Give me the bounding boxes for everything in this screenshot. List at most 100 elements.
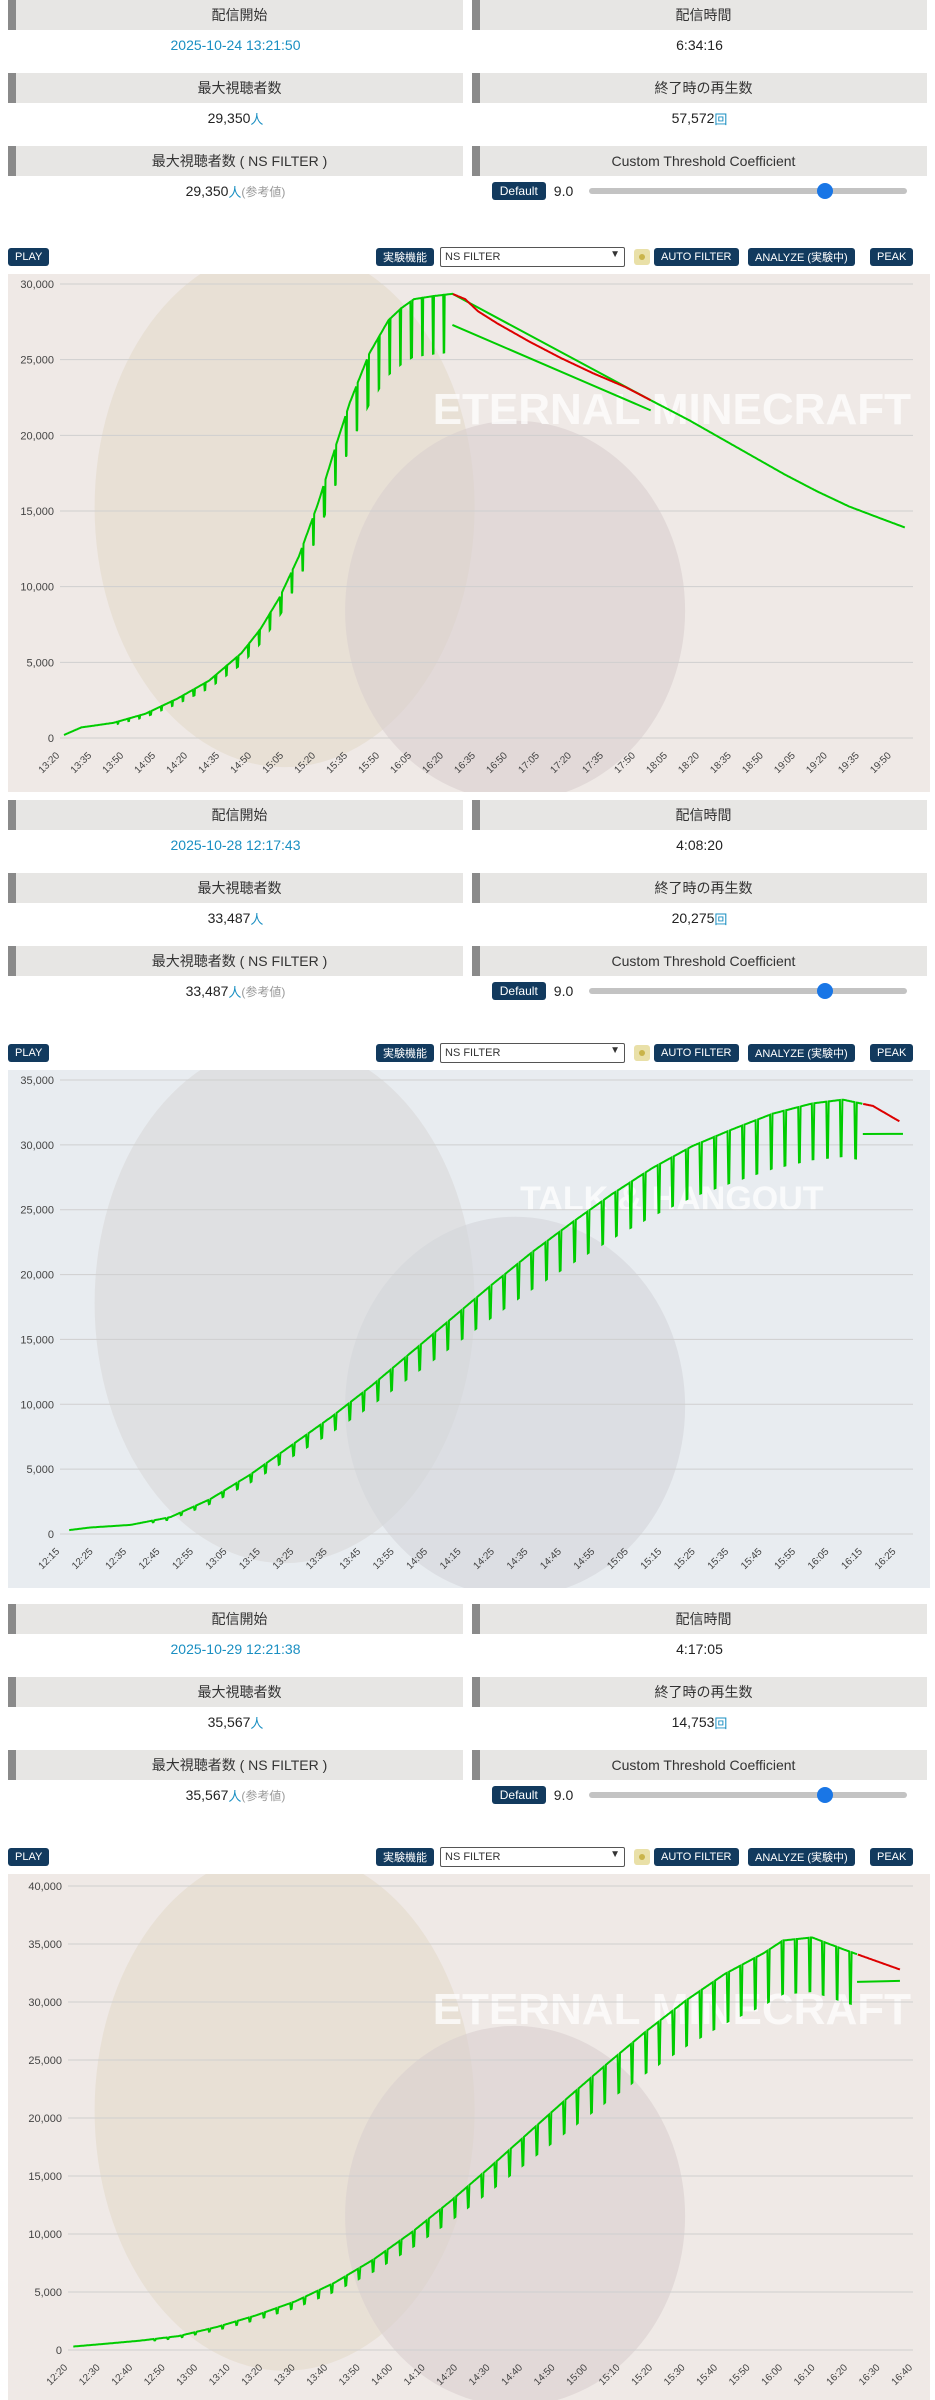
play-button[interactable]: PLAY <box>8 248 50 266</box>
filter-bypass-line <box>452 324 652 412</box>
max-viewers-block: 最大視聴者数 35,567 人 <box>8 1677 463 1737</box>
duration-block: 配信時間 6:34:16 <box>472 0 927 60</box>
slider-thumb[interactable] <box>816 183 833 199</box>
end-views-label: 終了時の再生数 <box>472 873 927 903</box>
peak-button[interactable]: PEAK <box>870 1044 914 1062</box>
coefficient-value: 9.0 <box>553 983 574 999</box>
filter-select[interactable]: NS FILTER ▼ <box>440 247 625 267</box>
y-tick-label: 30,000 <box>20 279 54 291</box>
chevron-down-icon: ▼ <box>610 1849 620 1860</box>
max-viewers-label: 最大視聴者数 <box>8 873 463 903</box>
max-viewers-label: 最大視聴者数 <box>8 73 463 103</box>
slider-thumb[interactable] <box>816 1787 833 1803</box>
toggle-indicator-icon[interactable] <box>634 1849 650 1865</box>
analyze-button[interactable]: ANALYZE (実験中) <box>748 1848 855 1866</box>
start-time-block: 配信開始 2025-10-28 12:17:43 <box>8 800 463 860</box>
y-tick-label: 25,000 <box>20 355 54 367</box>
y-tick-label: 0 <box>56 2345 62 2357</box>
auto-filter-button[interactable]: AUTO FILTER <box>654 1848 739 1866</box>
background-figure <box>345 2025 686 2400</box>
auto-filter-button[interactable]: AUTO FILTER <box>654 1044 739 1062</box>
ns-max-viewers-value: 33,487 人 (参考値) <box>185 983 286 1000</box>
default-button[interactable]: Default <box>491 182 546 200</box>
filter-bypass-line <box>857 1979 900 1983</box>
y-tick-label: 40,000 <box>28 1881 62 1893</box>
auto-filter-button[interactable]: AUTO FILTER <box>654 248 739 266</box>
y-tick-label: 5,000 <box>34 2287 62 2299</box>
toggle-indicator-icon[interactable] <box>634 1045 650 1061</box>
peak-button[interactable]: PEAK <box>870 1848 914 1866</box>
end-views-value: 14,753 回 <box>671 1714 728 1731</box>
start-time-block: 配信開始 2025-10-24 13:21:50 <box>8 0 463 60</box>
end-views-block: 終了時の再生数 57,572 回 <box>472 73 927 133</box>
threshold-block: Custom Threshold Coefficient Default 9.0 <box>472 1750 927 1810</box>
play-button[interactable]: PLAY <box>8 1044 50 1062</box>
start-time-block: 配信開始 2025-10-29 12:21:38 <box>8 1604 463 1664</box>
slider-thumb[interactable] <box>816 983 833 999</box>
y-tick-label: 0 <box>48 1529 54 1541</box>
analyze-button[interactable]: ANALYZE (実験中) <box>748 1044 855 1062</box>
chevron-down-icon: ▼ <box>610 1045 620 1056</box>
y-tick-label: 5,000 <box>26 1464 54 1476</box>
end-views-label: 終了時の再生数 <box>472 1677 927 1707</box>
viewer-chart: ETERNAL MINECRAFT 0 5,000 10,000 15,000 20,00… <box>8 1874 930 2400</box>
viewer-chart: TALK & HANGOUT 0 5,000 10,000 15,000 20,000 25… <box>8 1070 930 1588</box>
end-views-block: 終了時の再生数 14,753 回 <box>472 1677 927 1737</box>
threshold-slider[interactable] <box>589 183 908 199</box>
viewer-line-chart[interactable]: ETERNAL MINECRAFT05,00010,00015,00020,00… <box>8 1874 930 2400</box>
y-tick-label: 15,000 <box>20 1334 54 1346</box>
y-tick-label: 25,000 <box>28 2055 62 2067</box>
max-viewers-value: 29,350 人 <box>207 110 264 127</box>
filtered-series-line <box>857 1953 901 1971</box>
default-button[interactable]: Default <box>491 1786 546 1804</box>
end-views-block: 終了時の再生数 20,275 回 <box>472 873 927 933</box>
threshold-slider[interactable] <box>589 983 908 999</box>
ns-max-viewers-block: 最大視聴者数 ( NS FILTER ) 35,567 人 (参考値) <box>8 1750 463 1810</box>
y-tick-label: 20,000 <box>20 1270 54 1282</box>
start-time-label: 配信開始 <box>8 1604 463 1634</box>
viewer-line-chart[interactable]: TALK & HANGOUT05,00010,00015,00020,00025… <box>8 1070 930 1588</box>
threshold-controls: Default 9.0 <box>472 180 927 202</box>
background-figure <box>345 420 686 792</box>
chart-toolbar: PLAY 実験機能 NS FILTER ▼ AUTO FILTER ANALYZE… <box>0 246 935 268</box>
experimental-label: 実験機能 <box>376 248 434 266</box>
threshold-label: Custom Threshold Coefficient <box>472 1750 927 1780</box>
duration-value: 4:17:05 <box>676 1641 723 1657</box>
y-tick-label: 0 <box>48 733 54 745</box>
duration-block: 配信時間 4:17:05 <box>472 1604 927 1664</box>
max-viewers-value: 33,487 人 <box>207 910 264 927</box>
threshold-controls: Default 9.0 <box>472 1784 927 1806</box>
toggle-indicator-icon[interactable] <box>634 249 650 265</box>
filter-select[interactable]: NS FILTER ▼ <box>440 1043 625 1063</box>
ns-max-viewers-block: 最大視聴者数 ( NS FILTER ) 29,350 人 (参考値) <box>8 146 463 206</box>
y-tick-label: 30,000 <box>20 1140 54 1152</box>
coefficient-value: 9.0 <box>553 1787 574 1803</box>
duration-value: 4:08:20 <box>676 837 723 853</box>
duration-label: 配信時間 <box>472 0 927 30</box>
start-time-value[interactable]: 2025-10-28 12:17:43 <box>170 837 301 853</box>
viewer-line-chart[interactable]: ETERNAL MINECRAFT05,00010,00015,00020,00… <box>8 274 930 792</box>
threshold-slider[interactable] <box>589 1787 908 1803</box>
default-button[interactable]: Default <box>491 982 546 1000</box>
y-tick-label: 35,000 <box>20 1075 54 1087</box>
start-time-value[interactable]: 2025-10-24 13:21:50 <box>170 37 301 53</box>
chart-toolbar: PLAY 実験機能 NS FILTER ▼ AUTO FILTER ANALYZE… <box>0 1846 935 1868</box>
analyze-button[interactable]: ANALYZE (実験中) <box>748 248 855 266</box>
play-button[interactable]: PLAY <box>8 1848 50 1866</box>
y-tick-label: 10,000 <box>28 2229 62 2241</box>
max-viewers-value: 35,567 人 <box>207 1714 264 1731</box>
background-figure <box>345 1216 686 1588</box>
peak-button[interactable]: PEAK <box>870 248 914 266</box>
ns-max-viewers-block: 最大視聴者数 ( NS FILTER ) 33,487 人 (参考値) <box>8 946 463 1006</box>
filter-select[interactable]: NS FILTER ▼ <box>440 1847 625 1867</box>
background-logo-text: ETERNAL MINECRAFT <box>433 385 911 434</box>
y-tick-label: 5,000 <box>26 657 54 669</box>
y-tick-label: 15,000 <box>20 506 54 518</box>
viewer-series-line <box>69 1098 863 1532</box>
max-viewers-label: 最大視聴者数 <box>8 1677 463 1707</box>
y-tick-label: 10,000 <box>20 1399 54 1411</box>
start-time-value[interactable]: 2025-10-29 12:21:38 <box>170 1641 301 1657</box>
ns-max-viewers-label: 最大視聴者数 ( NS FILTER ) <box>8 1750 463 1780</box>
threshold-block: Custom Threshold Coefficient Default 9.0 <box>472 946 927 1006</box>
ns-max-viewers-label: 最大視聴者数 ( NS FILTER ) <box>8 946 463 976</box>
